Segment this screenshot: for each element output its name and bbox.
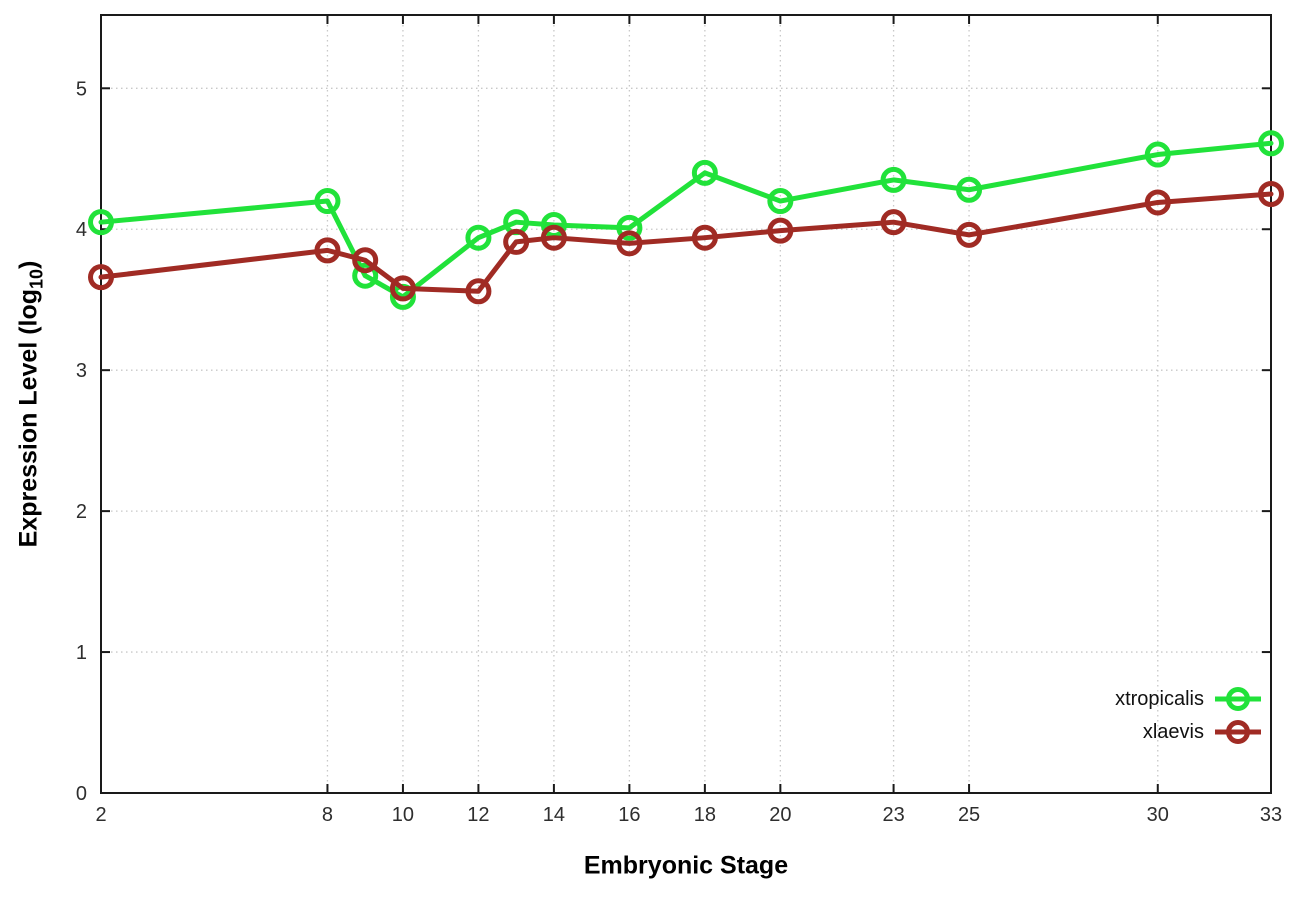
y-tick-label-3: 3 xyxy=(76,360,87,382)
x-tick-label-12: 12 xyxy=(467,804,489,826)
y-axis-title-subscript: 10 xyxy=(26,268,47,289)
marker-xlaevis-stage-2 xyxy=(88,264,114,291)
legend-item-xlaevis: xlaevis xyxy=(1143,719,1262,745)
x-tick-label-20: 20 xyxy=(769,804,791,826)
plot-border xyxy=(100,14,1272,794)
x-tick-label-23: 23 xyxy=(882,804,904,826)
marker-xtropicalis-stage-9 xyxy=(352,262,379,289)
marker-xtropicalis-stage-18 xyxy=(691,159,718,186)
marker-xtropicalis-stage-20 xyxy=(767,188,794,215)
marker-xtropicalis-stage-16 xyxy=(616,214,643,241)
y-tick-label-1: 1 xyxy=(76,642,87,664)
marker-xtropicalis-stage-23 xyxy=(880,166,907,193)
marker-xlaevis-stage-20 xyxy=(767,217,794,244)
marker-xlaevis-stage-8 xyxy=(314,237,341,264)
legend-marker-xtropicalis-icon xyxy=(1215,687,1261,711)
y-tick-label-5: 5 xyxy=(76,78,87,100)
y-tick-label-4: 4 xyxy=(76,219,87,241)
x-tick-label-18: 18 xyxy=(694,804,716,826)
marker-xtropicalis-stage-33 xyxy=(1258,130,1284,157)
marker-xlaevis-stage-30 xyxy=(1144,189,1171,216)
marker-xlaevis-stage-10 xyxy=(389,275,416,302)
legend-label-xlaevis: xlaevis xyxy=(1142,720,1204,743)
y-axis-title-text: Expression Level (log xyxy=(14,288,43,548)
y-axis-title: Expression Level (log10) xyxy=(15,261,48,548)
x-tick-label-33: 33 xyxy=(1260,804,1282,826)
marker-xlaevis-stage-18 xyxy=(691,224,718,251)
marker-xlaevis-stage-23 xyxy=(880,209,907,236)
legend-label-xtropicalis: xtropicalis xyxy=(1115,687,1204,710)
marker-xtropicalis-stage-25 xyxy=(956,176,983,203)
legend-item-xtropicalis: xtropicalis xyxy=(1115,686,1262,712)
series-line-xlaevis xyxy=(98,191,1274,294)
series-line-xtropicalis xyxy=(98,140,1274,300)
x-tick-label-14: 14 xyxy=(543,804,565,826)
x-tick-label-8: 8 xyxy=(322,804,333,826)
legend-marker-xlaevis-icon xyxy=(1215,720,1261,744)
marker-xtropicalis-stage-30 xyxy=(1144,141,1171,168)
legend: xtropicalis xlaevis xyxy=(1115,686,1262,745)
marker-xlaevis-stage-13 xyxy=(503,228,530,255)
x-axis-title: Embryonic Stage xyxy=(583,851,789,880)
marker-xlaevis-stage-9 xyxy=(352,247,379,274)
marker-xlaevis-stage-14 xyxy=(540,224,567,251)
marker-xtropicalis-stage-12 xyxy=(465,224,492,251)
x-tick-label-25: 25 xyxy=(958,804,980,826)
x-tick-label-30: 30 xyxy=(1147,804,1169,826)
x-tick-label-16: 16 xyxy=(618,804,640,826)
marker-xlaevis-stage-12 xyxy=(465,278,492,305)
marker-xtropicalis-stage-8 xyxy=(314,188,341,215)
marker-xlaevis-stage-16 xyxy=(616,230,643,257)
y-tick-label-0: 0 xyxy=(76,783,87,805)
marker-xlaevis-stage-33 xyxy=(1258,180,1284,207)
y-axis-title-close: ) xyxy=(14,260,43,269)
y-tick-label-2: 2 xyxy=(76,501,87,523)
x-tick-label-2: 2 xyxy=(95,804,106,826)
x-tick-label-10: 10 xyxy=(392,804,414,826)
marker-xlaevis-stage-25 xyxy=(956,221,983,248)
marker-xtropicalis-stage-2 xyxy=(88,209,114,236)
